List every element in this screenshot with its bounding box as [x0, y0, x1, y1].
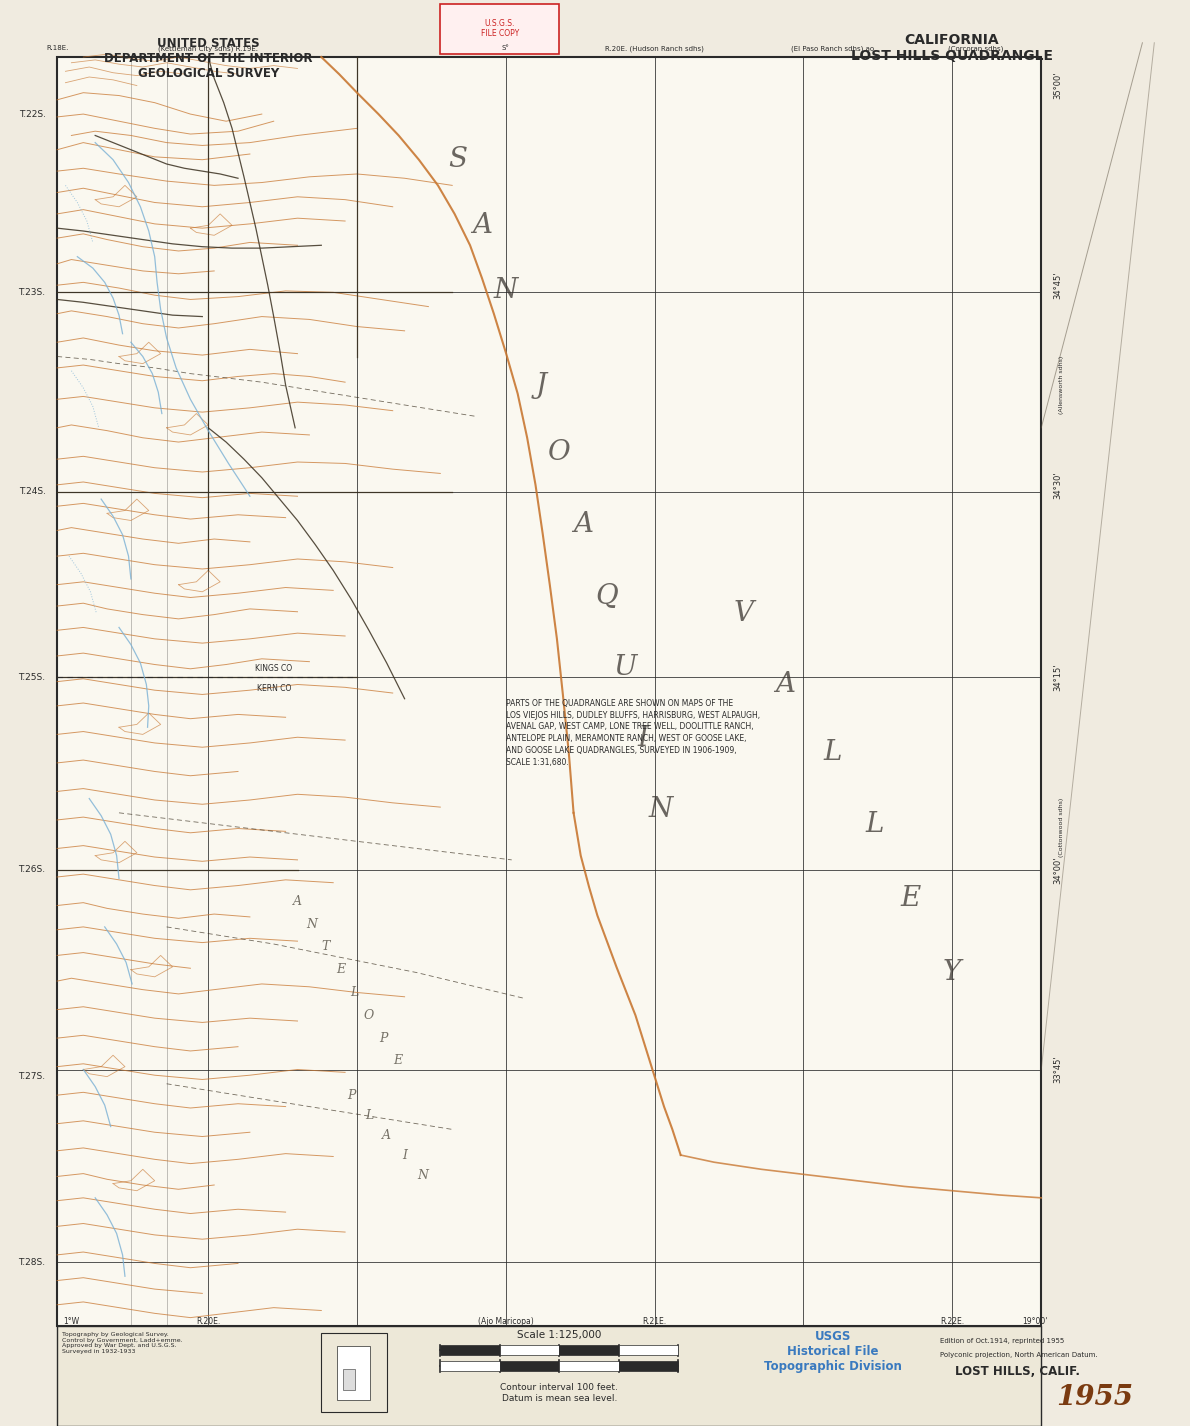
- Text: T.22S.: T.22S.: [19, 110, 45, 118]
- Text: A: A: [382, 1128, 392, 1142]
- Text: Topography by Geological Survey.
Control by Government, Ladd+emme.
Approved by W: Topography by Geological Survey. Control…: [62, 1332, 182, 1355]
- Text: J: J: [536, 372, 547, 398]
- Text: 35°00': 35°00': [1053, 71, 1063, 100]
- Text: A: A: [293, 894, 302, 908]
- Text: 34°30': 34°30': [1053, 471, 1063, 499]
- Text: R.22E.: R.22E.: [940, 1318, 964, 1326]
- Text: CALIFORNIA
LOST HILLS QUADRANGLE: CALIFORNIA LOST HILLS QUADRANGLE: [851, 33, 1053, 63]
- Text: R.20E.: R.20E.: [196, 1318, 220, 1326]
- Text: L: L: [865, 811, 884, 837]
- Text: T.24S.: T.24S.: [19, 488, 45, 496]
- Text: N: N: [306, 917, 318, 931]
- Text: Contour interval 100 feet.
Datum is mean sea level.: Contour interval 100 feet. Datum is mean…: [500, 1383, 619, 1403]
- Bar: [500, 1346, 559, 1355]
- Text: Scale 1:125,000: Scale 1:125,000: [518, 1330, 601, 1340]
- Text: 34°45': 34°45': [1053, 271, 1063, 299]
- Bar: [57, 57, 1041, 1326]
- Text: (Kettleman City sdhs) R.19E.: (Kettleman City sdhs) R.19E.: [158, 46, 258, 51]
- Text: T.28S.: T.28S.: [19, 1258, 45, 1266]
- Text: A: A: [574, 512, 593, 538]
- Text: R.20E. (Hudson Ranch sdhs): R.20E. (Hudson Ranch sdhs): [605, 46, 704, 51]
- Text: T.23S.: T.23S.: [19, 288, 45, 297]
- Text: 34°15': 34°15': [1053, 663, 1063, 692]
- Text: I: I: [637, 726, 649, 752]
- Bar: [619, 1346, 678, 1355]
- Text: P: P: [378, 1031, 388, 1045]
- Text: E: E: [900, 886, 921, 911]
- Text: L: L: [823, 740, 843, 766]
- Bar: [500, 1360, 559, 1372]
- Text: A: A: [776, 672, 795, 697]
- Text: UNITED STATES
DEPARTMENT OF THE INTERIOR
GEOLOGICAL SURVEY: UNITED STATES DEPARTMENT OF THE INTERIOR…: [104, 37, 313, 80]
- Bar: [343, 1369, 355, 1390]
- Text: U.S.G.S.
FILE COPY: U.S.G.S. FILE COPY: [481, 19, 519, 39]
- Bar: [321, 1333, 387, 1412]
- Text: V: V: [734, 600, 753, 626]
- Text: N: N: [649, 797, 672, 823]
- Text: (Allensworth sdhs): (Allensworth sdhs): [1059, 356, 1064, 414]
- Text: A: A: [472, 212, 491, 238]
- Text: I: I: [402, 1148, 407, 1162]
- Bar: [619, 1360, 678, 1372]
- Text: N: N: [494, 278, 518, 304]
- Bar: [57, 1326, 1041, 1426]
- Text: USGS
Historical File
Topographic Division: USGS Historical File Topographic Divisio…: [764, 1330, 902, 1373]
- Text: 1955: 1955: [1057, 1385, 1133, 1410]
- Text: L: L: [351, 985, 358, 1000]
- Text: (Cottonwood sdhs): (Cottonwood sdhs): [1059, 797, 1064, 857]
- Text: PARTS OF THE QUADRANGLE ARE SHOWN ON MAPS OF THE
LOS VIEJOS HILLS, DUDLEY BLUFFS: PARTS OF THE QUADRANGLE ARE SHOWN ON MAP…: [506, 699, 760, 767]
- Text: 19°00': 19°00': [1022, 1318, 1048, 1326]
- Text: 34°00': 34°00': [1053, 856, 1063, 884]
- Text: U: U: [613, 655, 637, 680]
- Bar: [559, 1360, 619, 1372]
- Text: KINGS CO: KINGS CO: [255, 665, 293, 673]
- Text: O: O: [547, 439, 571, 465]
- Text: 33°45': 33°45': [1053, 1055, 1063, 1084]
- Text: S°: S°: [502, 46, 509, 51]
- Text: P: P: [346, 1088, 356, 1102]
- Text: Polyconic projection, North American Datum.: Polyconic projection, North American Dat…: [940, 1352, 1097, 1358]
- Text: Q: Q: [595, 583, 619, 609]
- Text: O: O: [364, 1008, 374, 1022]
- Text: (Ajo Maricopa): (Ajo Maricopa): [478, 1318, 533, 1326]
- Text: Edition of Oct.1914, reprinted 1955: Edition of Oct.1914, reprinted 1955: [940, 1338, 1064, 1343]
- Text: E: E: [336, 963, 345, 977]
- Text: T.26S.: T.26S.: [19, 866, 45, 874]
- Bar: [440, 1360, 500, 1372]
- Bar: [440, 4, 559, 54]
- Text: E: E: [393, 1054, 402, 1068]
- Bar: [440, 1346, 500, 1355]
- Text: R.18E.: R.18E.: [46, 46, 68, 51]
- Text: N: N: [416, 1168, 428, 1182]
- Text: S: S: [449, 147, 468, 173]
- Text: (Corcoran sdhs): (Corcoran sdhs): [948, 46, 1003, 51]
- Text: R.21E.: R.21E.: [643, 1318, 666, 1326]
- Text: T.25S.: T.25S.: [19, 673, 45, 682]
- Bar: [337, 1346, 370, 1400]
- Text: Y: Y: [942, 960, 962, 985]
- Text: L: L: [365, 1108, 372, 1122]
- Text: 1°W: 1°W: [63, 1318, 80, 1326]
- Text: KERN CO: KERN CO: [257, 684, 290, 693]
- Text: LOST HILLS, CALIF.: LOST HILLS, CALIF.: [954, 1365, 1081, 1379]
- Bar: [559, 1346, 619, 1355]
- Text: (El Paso Ranch sdhs) ao: (El Paso Ranch sdhs) ao: [791, 46, 875, 51]
- Text: T: T: [321, 940, 331, 954]
- Text: T.27S.: T.27S.: [19, 1072, 45, 1081]
